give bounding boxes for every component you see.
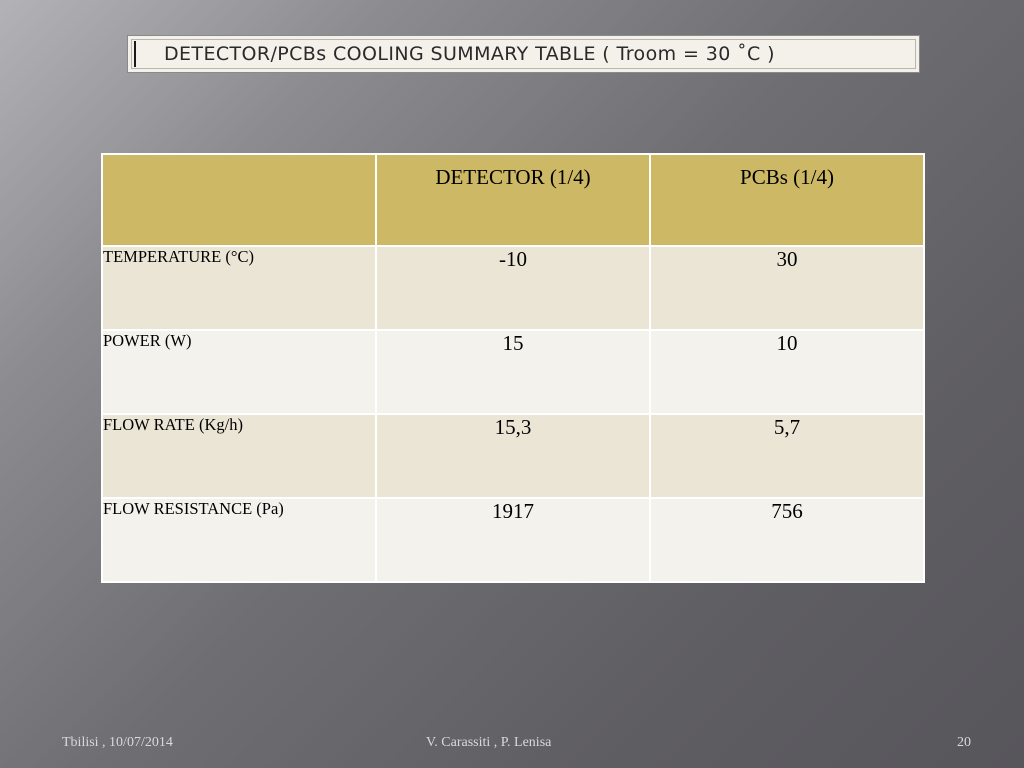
slide-title: DETECTOR/PCBs COOLING SUMMARY TABLE ( Tr… bbox=[164, 43, 775, 65]
detector-value: 1917 bbox=[375, 497, 651, 583]
cooling-summary-table: DETECTOR (1/4) PCBs (1/4) TEMPERATURE (°… bbox=[101, 153, 925, 583]
title-box: DETECTOR/PCBs COOLING SUMMARY TABLE ( Tr… bbox=[127, 35, 920, 73]
table-row: FLOW RATE (Kg/h) 15,3 5,7 bbox=[101, 413, 925, 499]
header-cell-empty bbox=[101, 153, 377, 247]
table-row: TEMPERATURE (°C) -10 30 bbox=[101, 245, 925, 331]
table-row: FLOW RESISTANCE (Pa) 1917 756 bbox=[101, 497, 925, 583]
pcbs-value: 10 bbox=[649, 329, 925, 415]
detector-value: 15,3 bbox=[375, 413, 651, 499]
table-header-row: DETECTOR (1/4) PCBs (1/4) bbox=[101, 153, 925, 247]
row-label: POWER (W) bbox=[101, 329, 377, 415]
table-row: POWER (W) 15 10 bbox=[101, 329, 925, 415]
row-label: FLOW RESISTANCE (Pa) bbox=[101, 497, 377, 583]
footer-location-date: Tbilisi , 10/07/2014 bbox=[62, 735, 173, 750]
header-cell-pcbs: PCBs (1/4) bbox=[649, 153, 925, 247]
title-accent-bar bbox=[134, 41, 136, 67]
header-cell-detector: DETECTOR (1/4) bbox=[375, 153, 651, 247]
row-label: TEMPERATURE (°C) bbox=[101, 245, 377, 331]
pcbs-value: 30 bbox=[649, 245, 925, 331]
row-label: FLOW RATE (Kg/h) bbox=[101, 413, 377, 499]
pcbs-value: 756 bbox=[649, 497, 925, 583]
pcbs-value: 5,7 bbox=[649, 413, 925, 499]
footer-authors: V. Carassiti , P. Lenisa bbox=[426, 735, 552, 750]
footer-page-number: 20 bbox=[957, 735, 971, 750]
detector-value: 15 bbox=[375, 329, 651, 415]
detector-value: -10 bbox=[375, 245, 651, 331]
